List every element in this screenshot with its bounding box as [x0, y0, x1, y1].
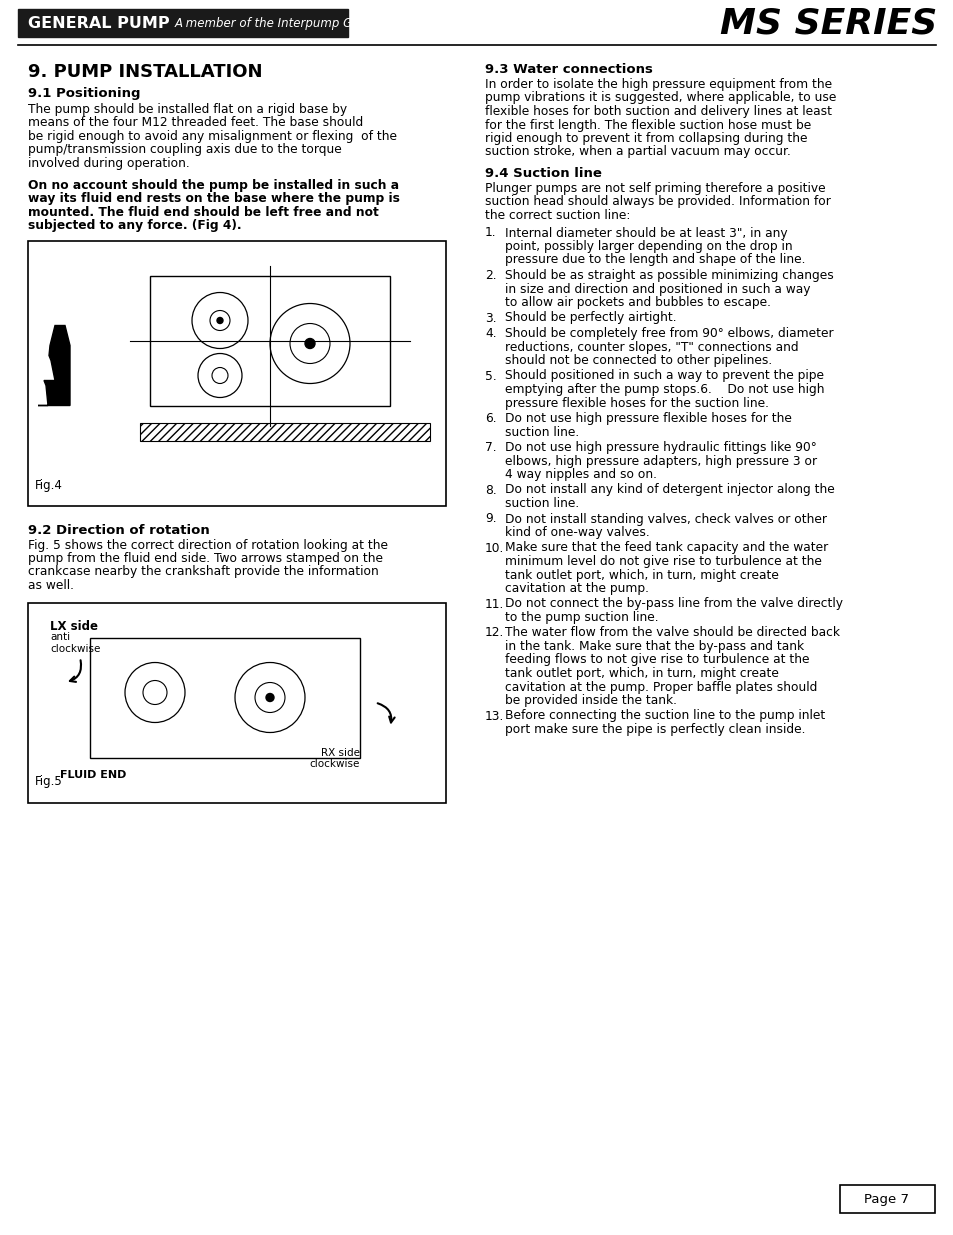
Text: reductions, counter slopes, "T" connections and: reductions, counter slopes, "T" connecti…	[504, 341, 798, 353]
Text: RX side
clockwise: RX side clockwise	[310, 747, 359, 769]
Bar	[28, 603, 446, 803]
Text: pump/transmission coupling axis due to the torque: pump/transmission coupling axis due to t…	[28, 143, 341, 157]
Text: 9. PUMP INSTALLATION: 9. PUMP INSTALLATION	[28, 63, 262, 82]
Text: to allow air pockets and bubbles to escape.: to allow air pockets and bubbles to esca…	[504, 296, 770, 309]
Text: suction stroke, when a partial vacuum may occur.: suction stroke, when a partial vacuum ma…	[484, 146, 790, 158]
Text: suction line.: suction line.	[504, 496, 578, 510]
Polygon shape	[38, 326, 70, 405]
Text: Should be as straight as possible minimizing changes: Should be as straight as possible minimi…	[504, 269, 833, 282]
Text: in size and direction and positioned in such a way: in size and direction and positioned in …	[504, 283, 810, 295]
Bar	[28, 241, 446, 505]
Text: 10.: 10.	[484, 541, 504, 555]
Text: suction head should always be provided. Information for: suction head should always be provided. …	[484, 195, 830, 209]
Text: way its fluid end rests on the base where the pump is: way its fluid end rests on the base wher…	[28, 191, 399, 205]
Text: LX side: LX side	[50, 620, 98, 634]
Text: emptying after the pump stops.6.    Do not use high: emptying after the pump stops.6. Do not …	[504, 383, 823, 396]
Text: Fig.5: Fig.5	[35, 776, 63, 788]
Text: suction line.: suction line.	[504, 426, 578, 438]
FancyArrowPatch shape	[377, 703, 395, 722]
Text: 9.4 Suction line: 9.4 Suction line	[484, 167, 601, 180]
Text: to the pump suction line.: to the pump suction line.	[504, 611, 658, 624]
Text: be rigid enough to avoid any misalignment or flexing  of the: be rigid enough to avoid any misalignmen…	[28, 130, 396, 143]
Text: 9.1 Positioning: 9.1 Positioning	[28, 86, 140, 100]
Text: crankcase nearby the crankshaft provide the information: crankcase nearby the crankshaft provide …	[28, 566, 378, 578]
Text: kind of one-way valves.: kind of one-way valves.	[504, 526, 649, 538]
Text: Should be completely free from 90° elbows, diameter: Should be completely free from 90° elbow…	[504, 327, 833, 340]
Text: pressure flexible hoses for the suction line.: pressure flexible hoses for the suction …	[504, 396, 768, 410]
Bar	[140, 422, 430, 441]
Text: 13.: 13.	[484, 709, 504, 722]
Text: 2.: 2.	[484, 269, 497, 282]
Text: 1.: 1.	[484, 226, 497, 240]
Text: tank outlet port, which, in turn, might create: tank outlet port, which, in turn, might …	[504, 667, 778, 680]
Circle shape	[305, 338, 314, 348]
Bar	[840, 1186, 934, 1213]
Text: mounted. The fluid end should be left free and not: mounted. The fluid end should be left fr…	[28, 205, 378, 219]
Text: 3.: 3.	[484, 311, 497, 325]
Text: port make sure the pipe is perfectly clean inside.: port make sure the pipe is perfectly cle…	[504, 722, 804, 736]
Text: Should be perfectly airtight.: Should be perfectly airtight.	[504, 311, 676, 325]
Text: Do not use high pressure hydraulic fittings like 90°: Do not use high pressure hydraulic fitti…	[504, 441, 816, 454]
Text: pump vibrations it is suggested, where applicable, to use: pump vibrations it is suggested, where a…	[484, 91, 836, 105]
Text: the correct suction line:: the correct suction line:	[484, 209, 630, 222]
Text: 7.: 7.	[484, 441, 497, 454]
Text: 4.: 4.	[484, 327, 497, 340]
Text: Fig. 5 shows the correct direction of rotation looking at the: Fig. 5 shows the correct direction of ro…	[28, 538, 388, 552]
Text: 4 way nipples and so on.: 4 way nipples and so on.	[504, 468, 657, 480]
Text: pressure due to the length and shape of the line.: pressure due to the length and shape of …	[504, 253, 804, 267]
Text: feeding flows to not give rise to turbulence at the: feeding flows to not give rise to turbul…	[504, 653, 809, 667]
Bar	[90, 637, 359, 757]
Text: GENERAL PUMP: GENERAL PUMP	[28, 16, 170, 31]
Circle shape	[266, 694, 274, 701]
Text: Do not install any kind of detergent injector along the: Do not install any kind of detergent inj…	[504, 483, 834, 496]
Text: should not be connected to other pipelines.: should not be connected to other pipelin…	[504, 354, 771, 367]
FancyArrowPatch shape	[70, 661, 81, 682]
Text: as well.: as well.	[28, 579, 74, 592]
Bar	[150, 275, 390, 405]
Text: Make sure that the feed tank capacity and the water: Make sure that the feed tank capacity an…	[504, 541, 827, 555]
Text: In order to isolate the high pressure equipment from the: In order to isolate the high pressure eq…	[484, 78, 831, 91]
Text: 9.3 Water connections: 9.3 Water connections	[484, 63, 652, 77]
Text: 6.: 6.	[484, 412, 497, 425]
Text: The pump should be installed flat on a rigid base by: The pump should be installed flat on a r…	[28, 103, 347, 116]
Text: Page 7: Page 7	[863, 1193, 908, 1205]
Text: pump from the fluid end side. Two arrows stamped on the: pump from the fluid end side. Two arrows…	[28, 552, 382, 564]
Text: involved during operation.: involved during operation.	[28, 157, 190, 170]
Text: tank outlet port, which, in turn, might create: tank outlet port, which, in turn, might …	[504, 568, 778, 582]
Text: cavitation at the pump. Proper baffle plates should: cavitation at the pump. Proper baffle pl…	[504, 680, 817, 694]
Text: Should positioned in such a way to prevent the pipe: Should positioned in such a way to preve…	[504, 369, 823, 383]
Text: elbows, high pressure adapters, high pressure 3 or: elbows, high pressure adapters, high pre…	[504, 454, 817, 468]
Bar	[18, 9, 348, 37]
Text: rigid enough to prevent it from collapsing during the: rigid enough to prevent it from collapsi…	[484, 132, 806, 144]
Text: 5.: 5.	[484, 369, 497, 383]
Circle shape	[216, 317, 223, 324]
Text: FLUID END: FLUID END	[60, 771, 126, 781]
Text: 11.: 11.	[484, 598, 504, 610]
Text: On no account should the pump be installed in such a: On no account should the pump be install…	[28, 179, 398, 191]
Text: Do not install standing valves, check valves or other: Do not install standing valves, check va…	[504, 513, 826, 526]
Text: 9.2 Direction of rotation: 9.2 Direction of rotation	[28, 524, 210, 536]
Text: Fig.4: Fig.4	[35, 478, 63, 492]
Text: Do not connect the by-pass line from the valve directly: Do not connect the by-pass line from the…	[504, 598, 842, 610]
Text: A member of the Interpump Group: A member of the Interpump Group	[174, 16, 380, 30]
Text: Before connecting the suction line to the pump inlet: Before connecting the suction line to th…	[504, 709, 824, 722]
Text: Plunger pumps are not self priming therefore a positive: Plunger pumps are not self priming there…	[484, 182, 824, 195]
Text: Do not use high pressure flexible hoses for the: Do not use high pressure flexible hoses …	[504, 412, 791, 425]
Text: 9.: 9.	[484, 513, 497, 526]
Text: 12.: 12.	[484, 626, 504, 640]
Text: cavitation at the pump.: cavitation at the pump.	[504, 582, 648, 595]
Text: be provided inside the tank.: be provided inside the tank.	[504, 694, 677, 706]
Text: subjected to any force. (Fig 4).: subjected to any force. (Fig 4).	[28, 219, 241, 232]
Text: means of the four M12 threaded feet. The base should: means of the four M12 threaded feet. The…	[28, 116, 363, 130]
Text: point, possibly larger depending on the drop in: point, possibly larger depending on the …	[504, 240, 792, 253]
Text: minimum level do not give rise to turbulence at the: minimum level do not give rise to turbul…	[504, 555, 821, 568]
Text: 8.: 8.	[484, 483, 497, 496]
Text: MS SERIES: MS SERIES	[720, 6, 936, 40]
Text: The water flow from the valve should be directed back: The water flow from the valve should be …	[504, 626, 840, 640]
Text: anti
clockwise: anti clockwise	[50, 632, 100, 655]
Text: Internal diameter should be at least 3", in any: Internal diameter should be at least 3",…	[504, 226, 787, 240]
Text: in the tank. Make sure that the by-pass and tank: in the tank. Make sure that the by-pass …	[504, 640, 803, 653]
Text: flexible hoses for both suction and delivery lines at least: flexible hoses for both suction and deli…	[484, 105, 831, 119]
Text: for the first length. The flexible suction hose must be: for the first length. The flexible sucti…	[484, 119, 810, 131]
